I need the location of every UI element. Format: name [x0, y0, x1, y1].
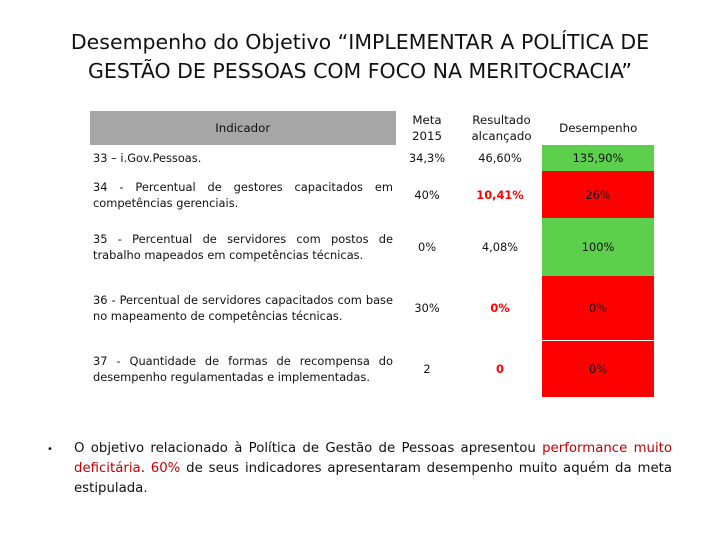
- summary-highlight-percent: 60%: [150, 461, 181, 476]
- summary-text-1: O objetivo relacionado à Política de Ges…: [74, 441, 543, 456]
- row-indicator: 33 – i.Gov.Pessoas.: [93, 151, 202, 165]
- row-result: 4,08%: [481, 240, 519, 254]
- row-indicator: 34 - Percentual de gestores capacitados …: [93, 179, 393, 210]
- header-indicator: Indicador: [90, 111, 397, 145]
- row-performance: 135,90%: [542, 145, 654, 171]
- bullet-marker: •: [47, 444, 53, 455]
- row-indicator: 35 - Percentual de servidores com postos…: [93, 232, 393, 262]
- table-row: 33 – i.Gov.Pessoas. 34,3% 46,60% 135,90%: [90, 145, 654, 171]
- header-target: Meta 2015: [396, 111, 459, 145]
- summary-highlight-performance: performance muito deficitária: [74, 441, 672, 476]
- row-target: 30%: [414, 301, 440, 315]
- row-result: 0: [458, 340, 542, 397]
- row-performance: 100%: [542, 218, 654, 276]
- row-performance: 0%: [542, 340, 654, 397]
- table-row: 37 - Quantidade de formas de recompensa …: [90, 340, 654, 397]
- performance-table: Indicador Meta 2015 Resultado alcançado …: [90, 111, 654, 397]
- row-indicator: 37 - Quantidade de formas de recompensa …: [90, 340, 396, 397]
- summary-paragraph: O objetivo relacionado à Política de Ges…: [74, 439, 672, 499]
- header-result: Resultado alcançado: [458, 111, 543, 145]
- summary-text-2: .: [140, 461, 151, 476]
- row-target: 0%: [417, 240, 437, 254]
- row-target: 40%: [414, 187, 440, 202]
- row-result: 0%: [490, 301, 510, 315]
- table-row: 36 - Percentual de servidores capacitado…: [90, 276, 654, 341]
- row-target: 2: [396, 340, 458, 397]
- header-performance: Desempenho: [542, 111, 654, 145]
- row-result: 46,60%: [478, 151, 522, 165]
- row-performance: 0%: [542, 276, 654, 341]
- slide-title: Desempenho do Objetivo “IMPLEMENTAR A PO…: [70, 30, 650, 83]
- table-header-row: Indicador Meta 2015 Resultado alcançado …: [90, 111, 654, 145]
- table-row: 34 - Percentual de gestores capacitados …: [90, 171, 654, 218]
- table-row: 35 - Percentual de servidores com postos…: [90, 218, 654, 276]
- summary-text-3: de seus indicadores apresentaram desempe…: [74, 461, 672, 496]
- row-result: 10,41%: [476, 187, 524, 202]
- row-indicator: 36 - Percentual de servidores capacitado…: [93, 293, 393, 323]
- row-performance: 26%: [542, 171, 654, 218]
- header-result-label: Resultado alcançado: [471, 113, 532, 143]
- header-target-label: Meta 2015: [411, 113, 443, 143]
- row-target: 34,3%: [408, 151, 446, 165]
